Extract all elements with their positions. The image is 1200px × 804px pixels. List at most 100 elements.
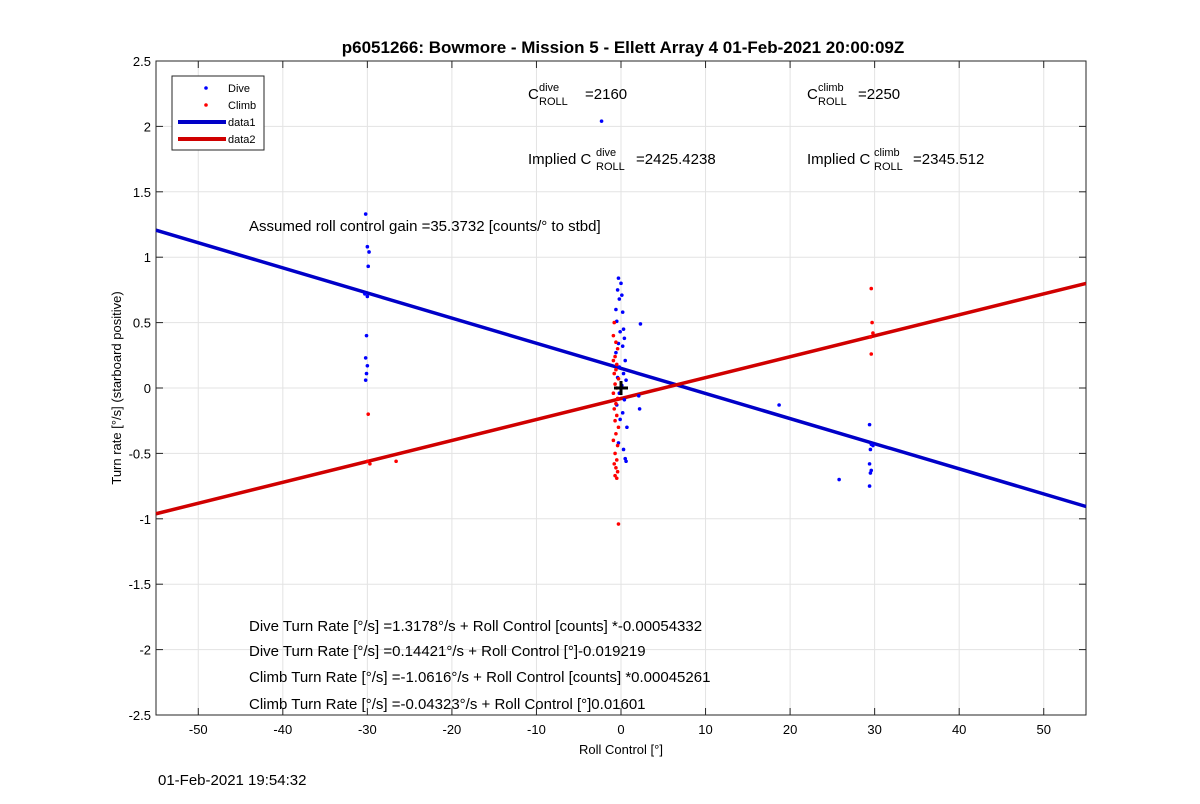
legend-label-dive: Dive [228, 83, 250, 95]
data-point-dive [837, 477, 841, 482]
dive-fit-degrees: Dive Turn Rate [°/s] =0.14421°/s + Roll … [249, 643, 646, 660]
implied-climb-annotation: Implied C climb ROLL =2345.512 [807, 147, 984, 173]
data-point-dive [638, 322, 643, 326]
legend-label-data1: data1 [228, 117, 256, 129]
x-tick-label: -40 [273, 722, 292, 737]
svg-text:ROLL: ROLL [539, 96, 568, 108]
data-point-dive [614, 350, 618, 355]
x-tick-label: 30 [867, 722, 881, 737]
svg-text:dive: dive [596, 147, 616, 159]
data-point-dive [363, 212, 368, 216]
data-point-climb [616, 377, 621, 381]
y-tick-label: -2 [139, 643, 151, 658]
data-point-climb [612, 407, 617, 411]
data-point-dive [365, 294, 370, 299]
svg-text:climb: climb [818, 82, 844, 94]
data-point-dive [620, 293, 624, 297]
data-point-dive [624, 459, 628, 464]
data-point-dive [624, 378, 628, 382]
legend-label-climb: Climb [228, 100, 256, 112]
legend-label-data2: data2 [228, 134, 256, 146]
data-point-climb [368, 462, 372, 466]
svg-text:ROLL: ROLL [874, 161, 903, 173]
data-point-dive [364, 333, 369, 338]
data-point-dive [620, 310, 625, 314]
footer-timestamp: 01-Feb-2021 19:54:32 [158, 772, 307, 789]
plot-series [155, 119, 1087, 526]
data-point-climb [614, 340, 618, 345]
data-point-climb [615, 443, 620, 448]
data-point-climb [614, 401, 618, 406]
fit-line-data2 [155, 281, 1087, 516]
data-point-dive [867, 462, 872, 466]
data-point-climb [611, 391, 616, 396]
data-point-dive [599, 119, 604, 123]
data-point-dive [777, 403, 781, 407]
data-point-climb [871, 331, 875, 335]
x-tick-label: -10 [527, 722, 546, 737]
data-point-climb [611, 333, 616, 338]
data-point-dive [617, 365, 622, 369]
data-point-dive [615, 288, 620, 292]
data-point-climb [616, 425, 621, 430]
data-point-dive [637, 407, 642, 411]
climb-fit-degrees: Climb Turn Rate [°/s] =-0.04323°/s + Rol… [249, 696, 646, 713]
data-point-dive [636, 394, 641, 398]
data-point-dive [867, 422, 872, 427]
data-point-climb [615, 396, 620, 401]
x-tick-label: -30 [358, 722, 377, 737]
legend-marker-dive [204, 86, 208, 90]
legend-marker-climb [204, 103, 208, 107]
svg-text:climb: climb [874, 147, 900, 159]
data-point-climb [613, 418, 617, 423]
data-point-climb [614, 458, 619, 462]
data-point-climb [611, 438, 616, 443]
y-tick-label: 0 [144, 381, 151, 396]
data-point-dive [618, 417, 622, 422]
data-point-dive [616, 276, 621, 280]
data-point-dive [366, 264, 371, 269]
y-tick-label: -2.5 [129, 708, 151, 723]
x-tick-label: 40 [952, 722, 966, 737]
origin-marker [614, 381, 628, 395]
data-point-climb [612, 320, 617, 325]
data-point-climb [613, 354, 617, 359]
data-point-dive [867, 484, 872, 488]
data-point-dive [619, 281, 623, 286]
data-point-climb [615, 469, 620, 474]
y-tick-label: 2 [144, 119, 151, 134]
data-point-dive [620, 411, 625, 415]
x-tick-label: 20 [783, 722, 797, 737]
data-point-climb [614, 413, 619, 418]
data-point-dive [617, 297, 622, 301]
svg-text:=2160: =2160 [585, 86, 627, 103]
data-point-dive [623, 358, 628, 363]
c-roll-dive-annotation: C dive ROLL =2160 [528, 82, 627, 108]
x-axis-label: Roll Control [°] [579, 742, 663, 757]
data-point-climb [614, 431, 618, 436]
data-point-climb [614, 476, 619, 481]
x-tick-label: 0 [617, 722, 624, 737]
dive-fit-counts: Dive Turn Rate [°/s] =1.3178°/s + Roll C… [249, 618, 702, 635]
svg-text:C: C [528, 86, 539, 103]
y-tick-label: -0.5 [129, 446, 151, 461]
data-point-climb [612, 371, 617, 376]
y-axis-label: Turn rate [°/s] (starboard positive) [109, 291, 124, 484]
c-roll-climb-annotation: C climb ROLL =2250 [807, 82, 900, 108]
data-point-climb [614, 367, 618, 372]
legend: Dive Climb data1 data2 [171, 75, 265, 151]
fit-line-data1 [155, 228, 1087, 509]
data-point-dive [367, 250, 371, 254]
data-point-climb [613, 451, 617, 456]
data-point-dive [621, 447, 626, 452]
x-tick-label: 50 [1036, 722, 1050, 737]
data-point-climb [614, 465, 618, 470]
data-point-dive [365, 244, 370, 249]
y-tick-label: 1.5 [133, 185, 151, 200]
x-tick-label: -50 [189, 722, 208, 737]
data-point-dive [363, 292, 367, 296]
data-point-dive [871, 443, 875, 448]
data-point-climb [613, 382, 617, 386]
chart-title: p6051266: Bowmore - Mission 5 - Ellett A… [342, 38, 905, 57]
